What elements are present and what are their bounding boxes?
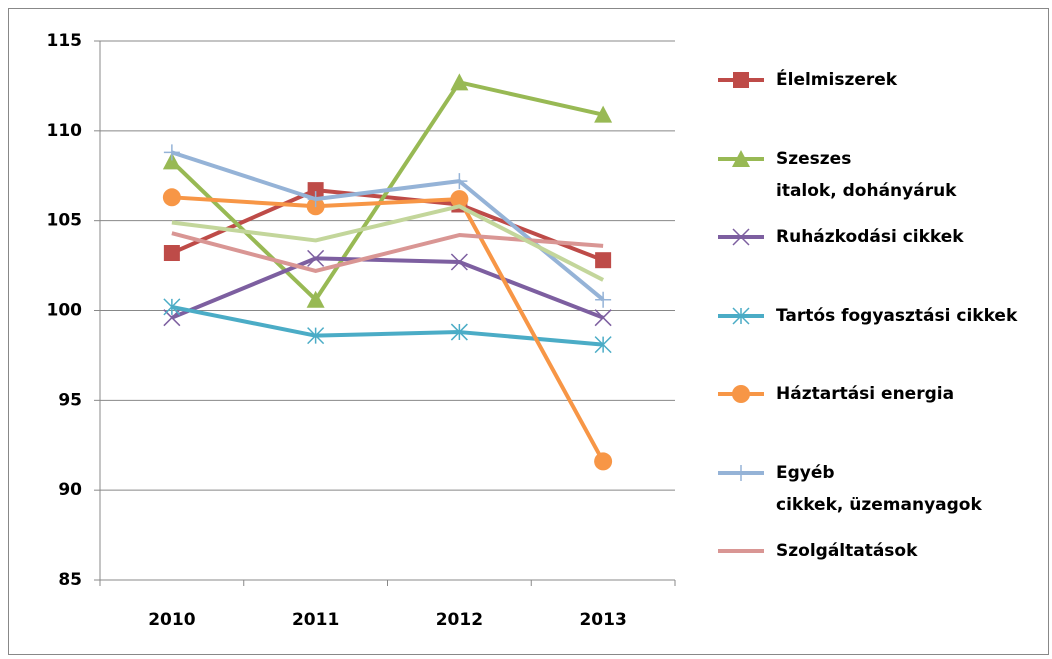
data-point [307,249,325,267]
data-point [594,309,612,327]
legend-swatch [718,306,764,325]
data-point [162,152,181,170]
series-line [171,304,604,347]
legend-marker [732,149,750,167]
data-point [594,452,613,471]
y-tick-label: 90 [58,480,82,500]
data-point [595,291,612,308]
legend-label: Egyéb cikkek, üzemanyagok [776,462,982,515]
legend-swatch [718,549,764,553]
data-point [163,298,181,316]
data-point [307,182,324,199]
legend-label: Élelmiszerek [776,70,898,90]
legend-marker [732,385,750,403]
legend-label: Szeszes italok, dohányáruk [776,148,957,201]
y-tick-label: 100 [47,301,83,321]
data-point [450,253,468,271]
legend-item: Ruházkodási cikkek [718,221,964,253]
data-point [163,245,180,262]
data-point [307,327,325,345]
y-tick-label: 105 [47,211,83,231]
series-line [171,231,604,273]
legend-swatch [718,228,764,246]
series-line [171,204,605,282]
y-tick-label: 95 [58,390,82,410]
data-point [594,336,612,354]
data-point [450,323,468,341]
x-tick-label: 2013 [579,610,626,630]
data-point [450,73,469,91]
legend-item: Tartós fogyasztási cikkek [718,300,1017,332]
data-point [306,290,325,308]
series-line [171,195,605,463]
data-point [595,252,612,269]
y-tick-label: 115 [47,31,83,51]
legend-swatch [718,149,764,167]
legend-label: Háztartási energia [776,384,955,404]
legend-label: Szolgáltatások [776,541,918,561]
legend-marker [732,228,750,246]
legend-item: Háztartási energia [718,378,954,410]
data-point [451,173,468,190]
legend-marker [733,464,749,481]
data-point [307,191,324,208]
data-point [163,144,180,161]
data-point [450,190,469,209]
legend-item: Szeszes italok, dohányáruk [718,143,956,207]
legend-swatch [718,385,764,403]
legend-swatch [718,464,764,481]
legend-item: Egyéb cikkek, üzemanyagok [718,457,982,521]
series-line [171,188,604,263]
data-point [594,105,613,123]
data-point [162,188,181,207]
y-tick-label: 85 [58,570,82,590]
chart-border [8,8,1049,655]
legend-label: Ruházkodási cikkek [776,227,964,247]
series-line [171,256,604,320]
legend-marker [733,72,749,88]
legend-item: Szolgáltatások [718,535,917,567]
legend-label: Tartós fogyasztási cikkek [776,305,1018,326]
x-tick-label: 2010 [148,610,195,630]
legend-item: Élelmiszerek [718,64,897,96]
legend-marker [732,306,750,325]
x-tick-label: 2011 [292,610,339,630]
y-tick-label: 110 [47,121,83,141]
x-tick-label: 2012 [436,610,483,630]
legend-swatch [718,72,764,88]
